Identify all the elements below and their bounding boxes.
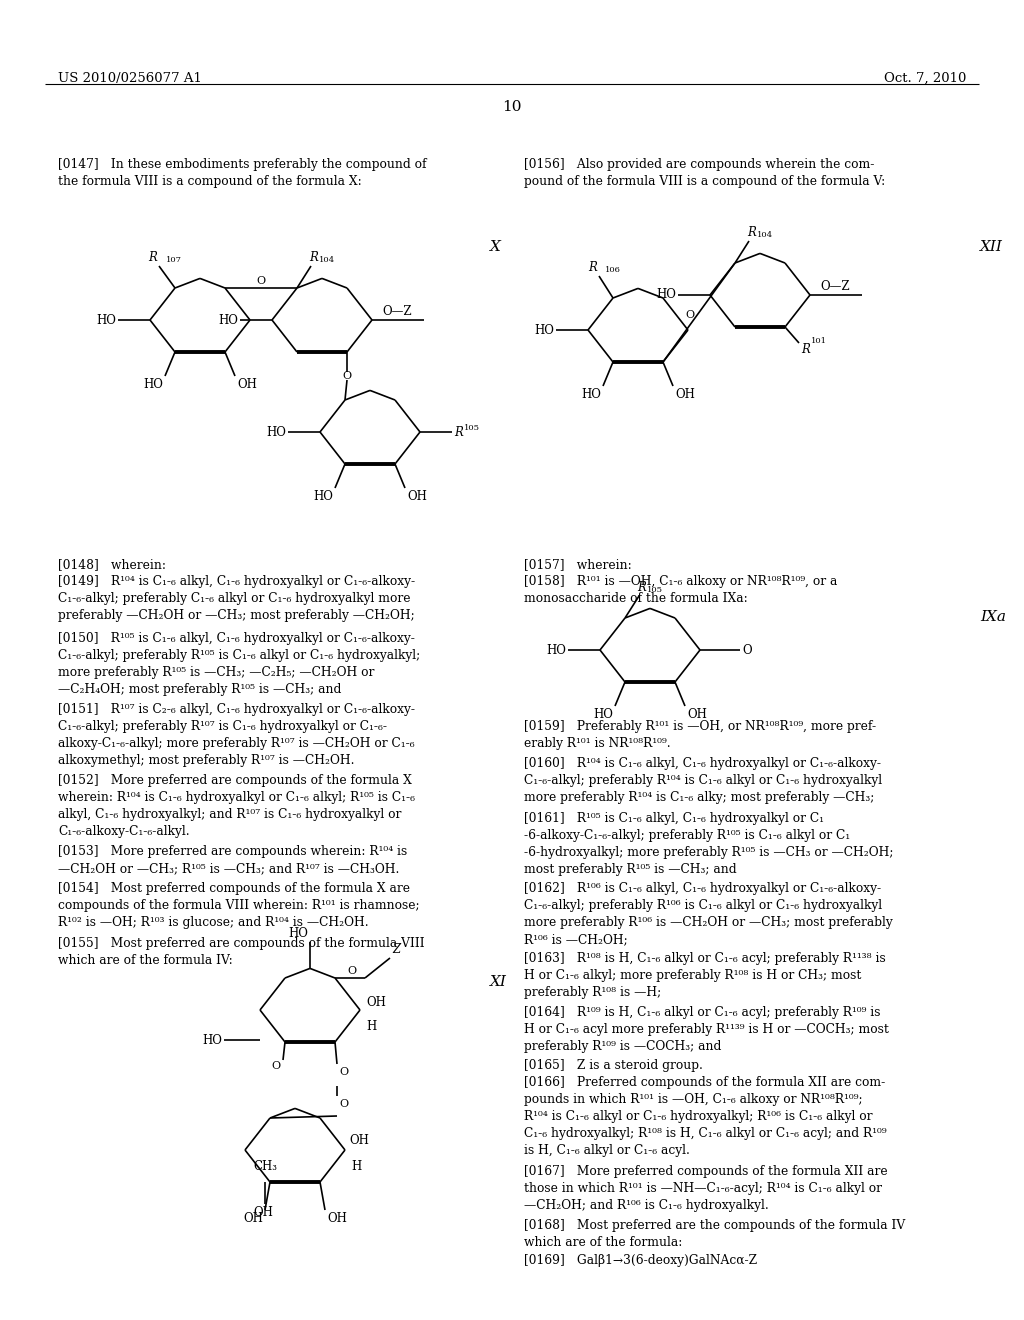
Text: [0158] R¹⁰¹ is —OH, C₁-₆ alkoxy or NR¹⁰⁸R¹⁰⁹, or a
monosaccharide of the formula: [0158] R¹⁰¹ is —OH, C₁-₆ alkoxy or NR¹⁰⁸…	[524, 576, 838, 605]
Text: O—Z: O—Z	[382, 305, 412, 318]
Text: [0149] R¹⁰⁴ is C₁-₆ alkyl, C₁-₆ hydroxyalkyl or C₁-₆-alkoxy-
C₁-₆-alkyl; prefera: [0149] R¹⁰⁴ is C₁-₆ alkyl, C₁-₆ hydroxya…	[58, 576, 415, 622]
Text: XI: XI	[490, 975, 507, 989]
Text: H: H	[351, 1160, 361, 1173]
Text: [0159] Preferably R¹⁰¹ is —OH, or NR¹⁰⁸R¹⁰⁹, more pref-
erably R¹⁰¹ is NR¹⁰⁸R¹⁰⁹: [0159] Preferably R¹⁰¹ is —OH, or NR¹⁰⁸R…	[524, 719, 877, 750]
Text: [0150] R¹⁰⁵ is C₁-₆ alkyl, C₁-₆ hydroxyalkyl or C₁-₆-alkoxy-
C₁-₆-alkyl; prefera: [0150] R¹⁰⁵ is C₁-₆ alkyl, C₁-₆ hydroxya…	[58, 632, 420, 696]
Text: [0156] Also provided are compounds wherein the com-
pound of the formula VIII is: [0156] Also provided are compounds where…	[524, 158, 886, 187]
Text: OH: OH	[243, 1212, 263, 1225]
Text: [0169] Galβ1→3(6-deoxy)GalNAcα-Z: [0169] Galβ1→3(6-deoxy)GalNAcα-Z	[524, 1254, 757, 1267]
Text: OH: OH	[675, 388, 695, 401]
Text: R: R	[454, 425, 463, 438]
Text: R: R	[309, 251, 317, 264]
Text: O: O	[339, 1100, 348, 1109]
Text: HO: HO	[593, 708, 613, 721]
Text: [0163] R¹⁰⁸ is H, C₁-₆ alkyl or C₁-₆ acyl; preferably R¹¹³⁸ is
H or C₁-₆ alkyl; : [0163] R¹⁰⁸ is H, C₁-₆ alkyl or C₁-₆ acy…	[524, 952, 886, 999]
Text: HO: HO	[582, 388, 601, 401]
Text: 104: 104	[757, 231, 773, 239]
Text: CH₃: CH₃	[253, 1160, 278, 1173]
Text: O: O	[256, 276, 265, 286]
Text: [0154] Most preferred compounds of the formula X are
compounds of the formula VI: [0154] Most preferred compounds of the f…	[58, 882, 420, 929]
Text: HO: HO	[546, 644, 566, 656]
Text: [0148] wherein:: [0148] wherein:	[58, 558, 166, 572]
Text: OH: OH	[407, 490, 427, 503]
Text: HO: HO	[218, 314, 238, 326]
Text: OH: OH	[253, 1206, 273, 1218]
Text: HO: HO	[202, 1034, 222, 1047]
Text: O: O	[742, 644, 752, 656]
Text: [0153] More preferred are compounds wherein: R¹⁰⁴ is
—CH₂OH or —CH₃; R¹⁰⁵ is —CH: [0153] More preferred are compounds wher…	[58, 845, 408, 875]
Text: [0165] Z is a steroid group.: [0165] Z is a steroid group.	[524, 1059, 702, 1072]
Text: 10: 10	[502, 100, 522, 114]
Text: R: R	[588, 261, 597, 275]
Text: HO: HO	[266, 425, 286, 438]
Text: IXa: IXa	[980, 610, 1006, 624]
Text: [0160] R¹⁰⁴ is C₁-₆ alkyl, C₁-₆ hydroxyalkyl or C₁-₆-alkoxy-
C₁-₆-alkyl; prefera: [0160] R¹⁰⁴ is C₁-₆ alkyl, C₁-₆ hydroxya…	[524, 756, 882, 804]
Text: [0157] wherein:: [0157] wherein:	[524, 558, 632, 572]
Text: HO: HO	[288, 928, 308, 940]
Text: [0161] R¹⁰⁵ is C₁-₆ alkyl, C₁-₆ hydroxyalkyl or C₁
-6-alkoxy-C₁-₆-alkyl; prefera: [0161] R¹⁰⁵ is C₁-₆ alkyl, C₁-₆ hydroxya…	[524, 812, 894, 876]
Text: [0147] In these embodiments preferably the compound of
the formula VIII is a com: [0147] In these embodiments preferably t…	[58, 158, 427, 187]
Text: Z: Z	[392, 942, 400, 956]
Text: [0162] R¹⁰⁶ is C₁-₆ alkyl, C₁-₆ hydroxyalkyl or C₁-₆-alkoxy-
C₁-₆-alkyl; prefera: [0162] R¹⁰⁶ is C₁-₆ alkyl, C₁-₆ hydroxya…	[524, 882, 893, 946]
Text: R: R	[637, 581, 646, 594]
Text: OH: OH	[327, 1212, 347, 1225]
Text: OH: OH	[237, 378, 257, 391]
Text: HO: HO	[143, 378, 163, 391]
Text: O: O	[339, 1067, 348, 1077]
Text: O: O	[342, 371, 351, 381]
Text: H: H	[366, 1020, 376, 1034]
Text: O—Z: O—Z	[820, 280, 850, 293]
Text: OH: OH	[687, 708, 707, 721]
Text: [0168] Most preferred are the compounds of the formula IV
which are of the formu: [0168] Most preferred are the compounds …	[524, 1218, 905, 1249]
Text: XII: XII	[980, 240, 1002, 253]
Text: OH: OH	[349, 1134, 369, 1147]
Text: R: R	[148, 251, 157, 264]
Text: O: O	[685, 309, 694, 319]
Text: HO: HO	[313, 490, 333, 503]
Text: 105: 105	[464, 424, 480, 432]
Text: HO: HO	[535, 323, 554, 337]
Text: O: O	[272, 1061, 281, 1071]
Text: US 2010/0256077 A1: US 2010/0256077 A1	[58, 73, 202, 84]
Text: 101: 101	[811, 337, 827, 345]
Text: [0155] Most preferred are compounds of the formula VIII
which are of the formula: [0155] Most preferred are compounds of t…	[58, 937, 425, 968]
Text: 104: 104	[319, 256, 335, 264]
Text: [0152] More preferred are compounds of the formula X
wherein: R¹⁰⁴ is C₁-₆ hydro: [0152] More preferred are compounds of t…	[58, 774, 415, 838]
Text: [0164] R¹⁰⁹ is H, C₁-₆ alkyl or C₁-₆ acyl; preferably R¹⁰⁹ is
H or C₁-₆ acyl mor: [0164] R¹⁰⁹ is H, C₁-₆ alkyl or C₁-₆ acy…	[524, 1006, 889, 1053]
Text: 106: 106	[605, 267, 621, 275]
Text: 107: 107	[166, 256, 182, 264]
Text: O: O	[347, 966, 356, 975]
Text: HO: HO	[656, 289, 676, 301]
Text: OH: OH	[366, 995, 386, 1008]
Text: X: X	[490, 240, 501, 253]
Text: [0167] More preferred compounds of the formula XII are
those in which R¹⁰¹ is —N: [0167] More preferred compounds of the f…	[524, 1166, 888, 1212]
Text: [0151] R¹⁰⁷ is C₂-₆ alkyl, C₁-₆ hydroxyalkyl or C₁-₆-alkoxy-
C₁-₆-alkyl; prefera: [0151] R¹⁰⁷ is C₂-₆ alkyl, C₁-₆ hydroxya…	[58, 704, 415, 767]
Text: HO: HO	[96, 314, 116, 326]
Text: R: R	[801, 343, 810, 356]
Text: Oct. 7, 2010: Oct. 7, 2010	[884, 73, 966, 84]
Text: [0166] Preferred compounds of the formula XII are com-
pounds in which R¹⁰¹ is —: [0166] Preferred compounds of the formul…	[524, 1076, 887, 1158]
Text: 105: 105	[647, 586, 663, 594]
Text: R: R	[746, 226, 756, 239]
